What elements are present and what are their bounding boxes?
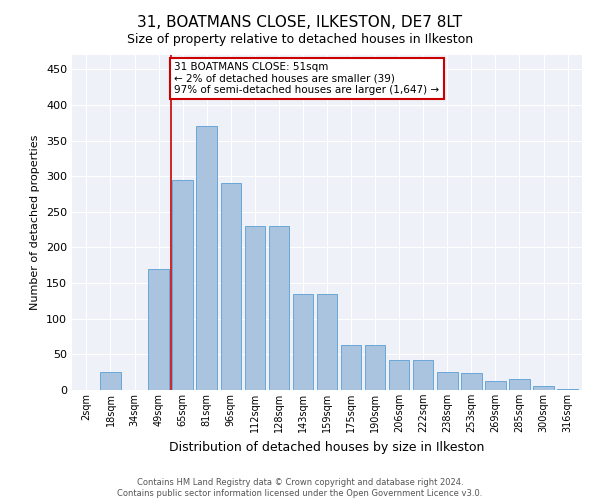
- Bar: [557, 388, 578, 390]
- Bar: [437, 372, 458, 390]
- Bar: [196, 126, 217, 390]
- Bar: [293, 294, 313, 390]
- Bar: [389, 360, 409, 390]
- Bar: [365, 345, 385, 390]
- Bar: [533, 386, 554, 390]
- X-axis label: Distribution of detached houses by size in Ilkeston: Distribution of detached houses by size …: [169, 440, 485, 454]
- Bar: [413, 360, 433, 390]
- Bar: [269, 226, 289, 390]
- Text: Contains HM Land Registry data © Crown copyright and database right 2024.
Contai: Contains HM Land Registry data © Crown c…: [118, 478, 482, 498]
- Bar: [100, 372, 121, 390]
- Text: 31 BOATMANS CLOSE: 51sqm
← 2% of detached houses are smaller (39)
97% of semi-de: 31 BOATMANS CLOSE: 51sqm ← 2% of detache…: [174, 62, 439, 96]
- Bar: [221, 184, 241, 390]
- Text: Size of property relative to detached houses in Ilkeston: Size of property relative to detached ho…: [127, 32, 473, 46]
- Bar: [317, 294, 337, 390]
- Text: 31, BOATMANS CLOSE, ILKESTON, DE7 8LT: 31, BOATMANS CLOSE, ILKESTON, DE7 8LT: [137, 15, 463, 30]
- Bar: [485, 380, 506, 390]
- Bar: [341, 345, 361, 390]
- Bar: [509, 380, 530, 390]
- Bar: [172, 180, 193, 390]
- Bar: [148, 269, 169, 390]
- Bar: [245, 226, 265, 390]
- Y-axis label: Number of detached properties: Number of detached properties: [31, 135, 40, 310]
- Bar: [461, 373, 482, 390]
